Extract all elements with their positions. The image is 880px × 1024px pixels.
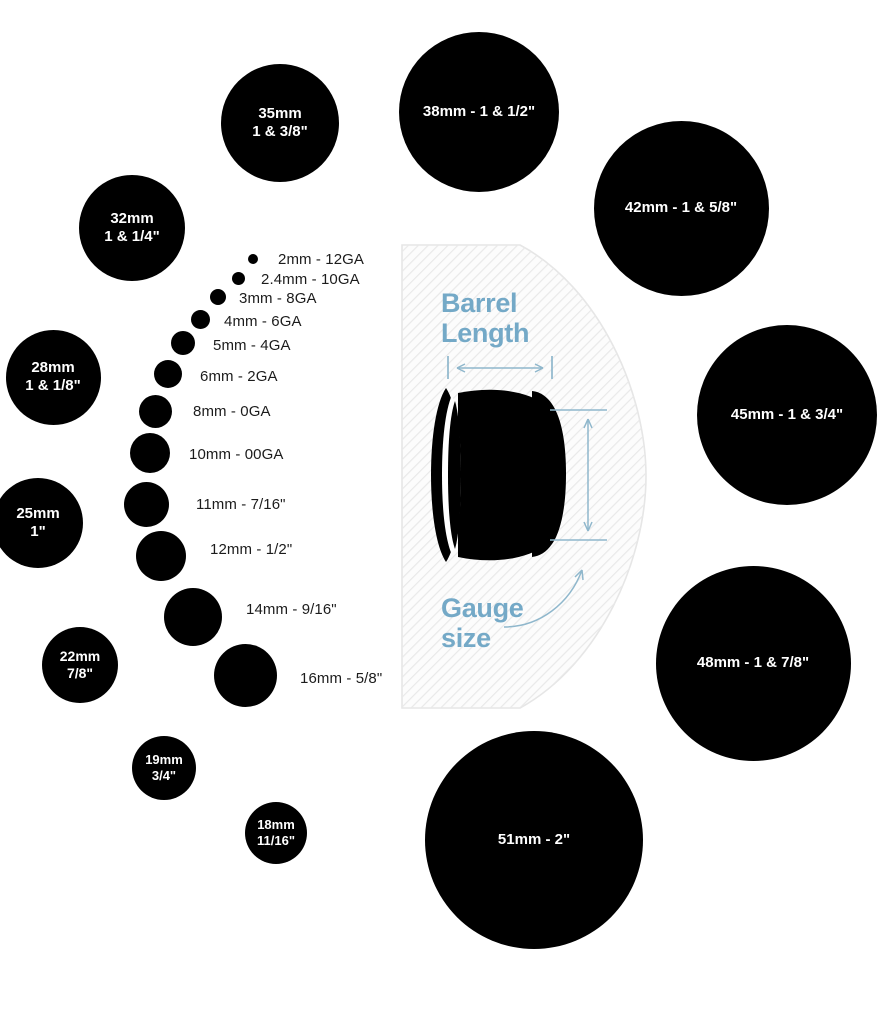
gauge-size-text: 16mm - 5/8"	[300, 670, 383, 687]
size-disc-32mm: 32mm 1 & 1/4"	[79, 175, 185, 281]
gauge-dot	[231, 271, 245, 285]
gauge-size-text: 14mm - 9/16"	[246, 601, 337, 618]
gauge-size-text: 12mm - 1/2"	[210, 541, 293, 558]
size-disc-19mm: 19mm 3/4"	[132, 736, 196, 800]
size-disc-48mm: 48mm - 1 & 7/8"	[655, 565, 851, 761]
size-disc-45mm: 45mm - 1 & 3/4"	[697, 325, 877, 505]
gauge-dot	[210, 289, 226, 305]
gauge-size-leader-arrow	[503, 569, 584, 628]
size-disc-51mm: 51mm - 2"	[425, 731, 643, 949]
size-disc-label: 22mm 7/8"	[59, 647, 101, 681]
barrel-length-label: Barrel Length	[441, 288, 530, 349]
gauge-size-text: 2mm - 12GA	[278, 251, 365, 268]
size-disc-label: 38mm - 1 & 1/2"	[422, 102, 536, 120]
gauge-size-dimension	[550, 409, 607, 541]
size-disc-label: 45mm - 1 & 3/4"	[730, 405, 844, 423]
size-disc-22mm: 22mm 7/8"	[42, 627, 118, 703]
center-illustration-panel	[400, 243, 648, 710]
size-disc-18mm: 18mm 11/16"	[245, 802, 307, 864]
gauge-size-label: Gauge size	[441, 593, 524, 654]
size-disc-label: 25mm 1"	[16, 504, 60, 540]
gauge-dot	[138, 394, 172, 428]
size-disc-28mm: 28mm 1 & 1/8"	[5, 329, 101, 425]
size-disc-label: 35mm 1 & 3/8"	[252, 104, 308, 140]
size-disc-35mm: 35mm 1 & 3/8"	[221, 64, 339, 182]
gauge-size-text: 10mm - 00GA	[189, 446, 284, 463]
gauge-size-text: 11mm - 7/16"	[196, 496, 286, 513]
gauge-size-text: 5mm - 4GA	[213, 337, 291, 354]
barrel-length-dimension	[447, 356, 553, 379]
gauge-dot	[154, 360, 182, 388]
gauge-dot	[130, 433, 170, 473]
gauge-dot	[164, 588, 222, 646]
gauge-dot	[248, 254, 258, 264]
size-disc-label: 51mm - 2"	[497, 830, 571, 848]
gauge-dot	[190, 309, 210, 329]
gauge-dot	[123, 481, 169, 527]
gauge-size-text: 2.4mm - 10GA	[261, 271, 360, 288]
size-disc-label: 28mm 1 & 1/8"	[25, 358, 81, 394]
gauge-size-text: 3mm - 8GA	[239, 290, 317, 307]
size-disc-25mm: 25mm 1"	[0, 478, 83, 568]
size-disc-label: 32mm 1 & 1/4"	[104, 209, 160, 245]
gauge-size-text: 8mm - 0GA	[193, 403, 271, 420]
size-disc-38mm: 38mm - 1 & 1/2"	[399, 32, 559, 192]
gauge-dot	[136, 531, 186, 581]
gauge-dot	[171, 331, 195, 355]
ear-tunnel-illustration	[431, 388, 566, 562]
size-disc-label: 42mm - 1 & 5/8"	[624, 198, 738, 216]
gauge-dot	[213, 643, 277, 707]
size-disc-42mm: 42mm - 1 & 5/8"	[593, 120, 769, 296]
gauge-size-text: 4mm - 6GA	[224, 313, 302, 330]
size-disc-label: 48mm - 1 & 7/8"	[696, 653, 810, 671]
gauge-size-text: 6mm - 2GA	[200, 368, 278, 385]
size-disc-label: 18mm 11/16"	[257, 817, 295, 848]
size-disc-label: 19mm 3/4"	[145, 752, 183, 783]
